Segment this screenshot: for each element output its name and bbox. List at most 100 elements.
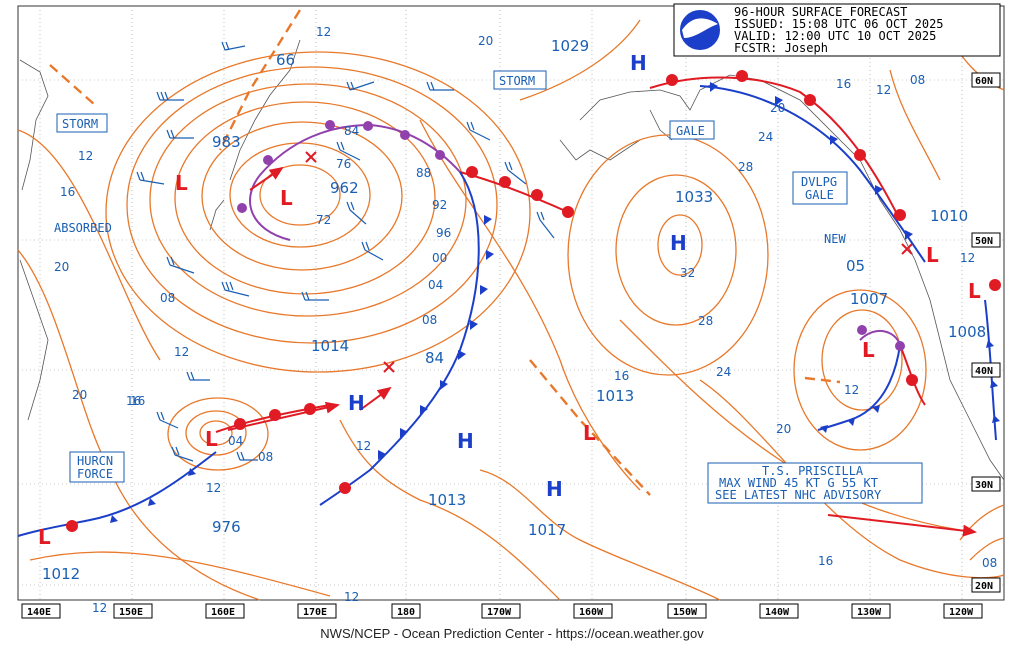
cold-front-west: [17, 451, 217, 537]
isobar-label: 12: [344, 590, 359, 604]
isobar-label: 32: [680, 266, 695, 280]
isobar-label: 16: [126, 394, 141, 408]
pressure-value: 1017: [528, 521, 566, 539]
high-center-3: H: [348, 391, 365, 415]
troughs: [49, 9, 841, 496]
low-center-7: L: [926, 243, 939, 267]
pressure-value: 66: [276, 51, 295, 69]
isobar-label: 20: [770, 101, 785, 115]
motion-arrows: [227, 166, 977, 537]
priscilla-label-3: SEE LATEST NHC ADVISORY: [715, 488, 882, 502]
pressure-value: 962: [330, 179, 359, 197]
isobar-label: 08: [160, 291, 175, 305]
lat-label: 40N: [975, 366, 993, 377]
boxed-labels: STORM STORM GALE DVLPG GALE HURCN FORCE …: [56, 70, 923, 504]
pressure-value: 1013: [596, 387, 634, 405]
dvlpg-gale-label-1: DVLPG: [801, 175, 837, 189]
new-label: NEW: [824, 232, 846, 246]
latitude-labels: 60N 50N 40N 30N 20N: [971, 72, 1001, 593]
isobar-labels: 12 20 16 12 20 16 08 12 20 16 84 76 72 8…: [54, 25, 997, 615]
pressure-value: 976: [212, 518, 241, 536]
isobar-label: 20: [776, 422, 791, 436]
lon-label: 130W: [857, 607, 882, 618]
lon-label: 120W: [949, 607, 974, 618]
isobar-label: 04: [228, 434, 243, 448]
header-line-1: 96-HOUR SURFACE FORECAST: [734, 5, 907, 19]
hurcn-force-label-1: HURCN: [77, 454, 113, 468]
isobar-label: 16: [818, 554, 833, 568]
isobar-label: 24: [758, 130, 773, 144]
cold-front-symbols: [110, 82, 1000, 523]
isobar-label: 08: [982, 556, 997, 570]
central-pressures: 66 983 962 1029 1033 1010 1007 1008 1014…: [42, 37, 986, 583]
pressure-value: 05: [846, 257, 865, 275]
isobar-label: 08: [258, 450, 273, 464]
lon-label: 140W: [765, 607, 790, 618]
isobar-label: 84: [425, 349, 444, 367]
low-center-2: L: [280, 186, 293, 210]
isobar-label: 88: [416, 166, 431, 180]
absorbed-label: ABSORBED: [54, 221, 112, 235]
pressure-value: 1013: [428, 491, 466, 509]
lon-label: 150E: [119, 607, 143, 618]
isobar-label: 12: [876, 83, 891, 97]
isobar-label: 16: [130, 394, 145, 408]
warm-front-alaska: [649, 76, 901, 221]
isobar-label: 84: [344, 124, 359, 138]
pressure-value: 1007: [850, 290, 888, 308]
header-line-3: VALID: 12:00 UTC 10 OCT 2025: [734, 29, 936, 43]
isobar-label: 12: [356, 439, 371, 453]
low-center-3: L: [205, 427, 218, 451]
isobar-label: 04: [428, 278, 443, 292]
isobar-label: 12: [174, 345, 189, 359]
isobar-label: 20: [54, 260, 69, 274]
isobar-label: 28: [738, 160, 753, 174]
low-center-6: L: [862, 338, 875, 362]
longitude-labels: 140E 150E 160E 170E 180 170W 160W 150W 1…: [21, 603, 983, 619]
storm-label-left: STORM: [62, 117, 98, 131]
occluded-front: [249, 123, 461, 241]
lat-label: 50N: [975, 236, 993, 247]
lat-label: 20N: [975, 581, 993, 592]
isobar-label: 12: [78, 149, 93, 163]
pressure-value: 1008: [948, 323, 986, 341]
high-center-2: H: [670, 231, 687, 255]
priscilla-label-1: T.S. PRISCILLA: [762, 464, 864, 478]
low-center-1: L: [175, 171, 188, 195]
isobar-label: 12: [316, 25, 331, 39]
isobar-label: 24: [716, 365, 731, 379]
lon-label: 160E: [211, 607, 235, 618]
noaa-logo: [678, 8, 722, 52]
isobar-label: 28: [698, 314, 713, 328]
isobar-label: 12: [960, 251, 975, 265]
lon-label: 150W: [673, 607, 698, 618]
isobar-label: 72: [316, 213, 331, 227]
isobars: [17, 19, 1005, 601]
header-line-4: FCSTR: Joseph: [734, 41, 828, 55]
lon-label: 140E: [27, 607, 51, 618]
high-center-4: H: [457, 429, 474, 453]
isobar-label: 20: [478, 34, 493, 48]
pressure-value: 1010: [930, 207, 968, 225]
isobar-label: 20: [72, 388, 87, 402]
isobar-label: 08: [422, 313, 437, 327]
lon-label: 160W: [579, 607, 604, 618]
x-marks: [305, 151, 913, 373]
low-center-8: L: [968, 279, 981, 303]
isobar-label: 00: [432, 251, 447, 265]
lon-label: 170E: [303, 607, 327, 618]
low-center-5: L: [583, 421, 596, 445]
pressure-value: 1029: [551, 37, 589, 55]
pressure-value: 1033: [675, 188, 713, 206]
pressure-value: 983: [212, 133, 241, 151]
lat-label: 30N: [975, 480, 993, 491]
lat-label: 60N: [975, 76, 993, 87]
pressure-value: 1014: [311, 337, 349, 355]
pressure-value: 1012: [42, 565, 80, 583]
isobar-label: 16: [60, 185, 75, 199]
isobar-label: 12: [844, 383, 859, 397]
isobar-label: 12: [206, 481, 221, 495]
high-center-1: H: [630, 51, 647, 75]
isobar-label: 08: [910, 73, 925, 87]
isobar-label: 92: [432, 198, 447, 212]
